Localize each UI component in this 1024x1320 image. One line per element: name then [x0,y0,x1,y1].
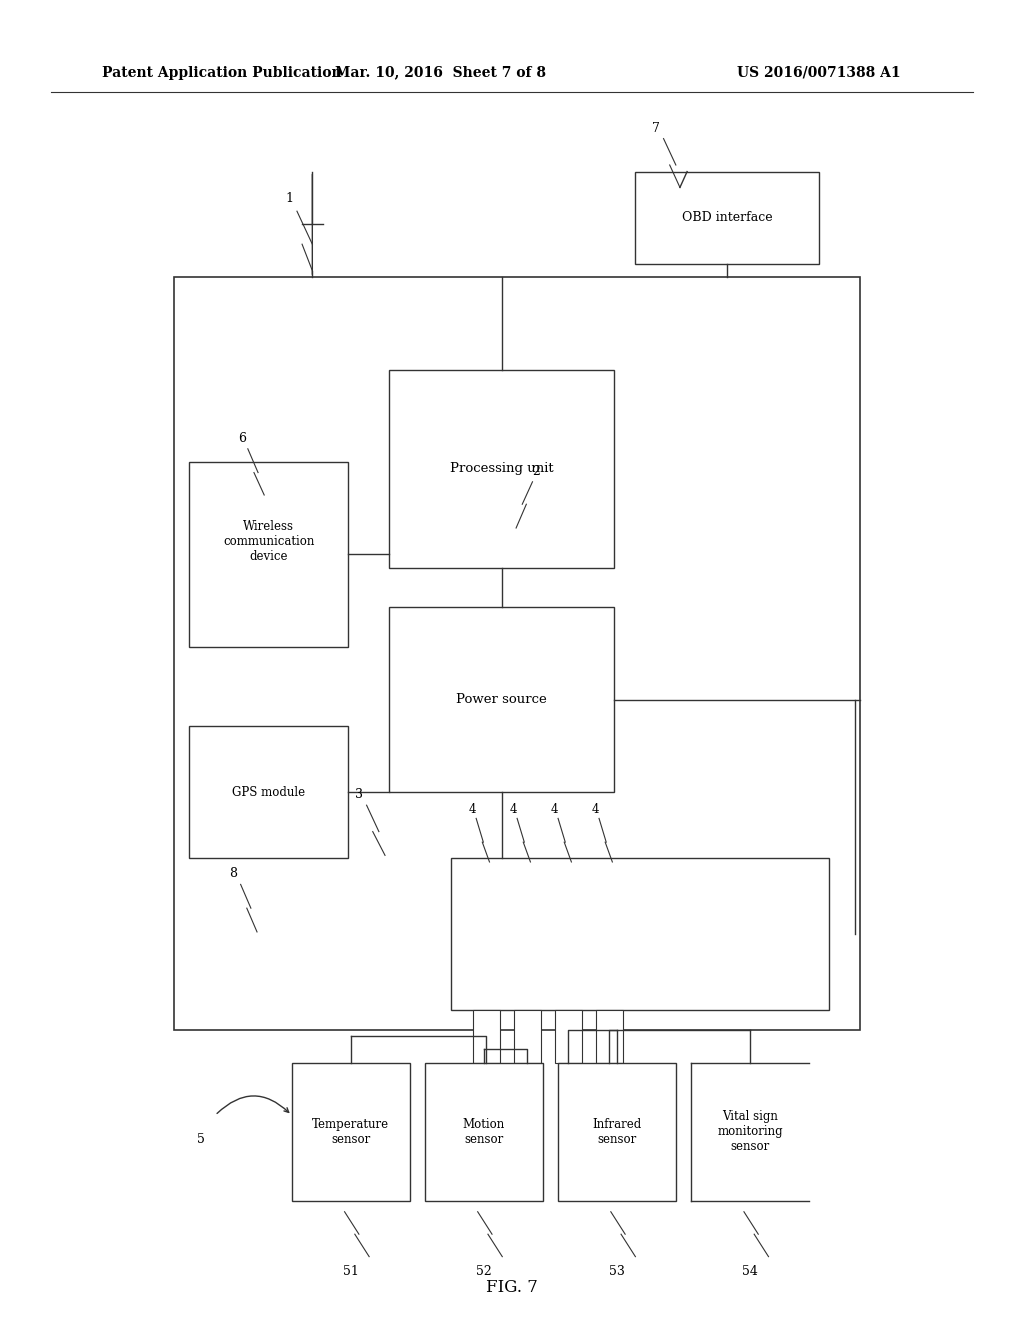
Text: 8: 8 [229,867,238,880]
Bar [292,1063,410,1201]
Bar [174,277,860,1030]
Text: 6: 6 [238,432,246,445]
Text: 5: 5 [197,1133,205,1146]
Text: 4: 4 [509,803,517,816]
Text: Temperature
sensor: Temperature sensor [312,1118,389,1146]
Bar [635,172,819,264]
Text: US 2016/0071388 A1: US 2016/0071388 A1 [737,66,901,79]
FancyArrowPatch shape [217,1096,289,1114]
Text: 51: 51 [343,1265,358,1278]
Bar [189,726,348,858]
Bar [555,1010,582,1063]
Text: 3: 3 [355,788,364,801]
Text: Wireless
communication
device: Wireless communication device [223,520,314,562]
Text: Infrared
sensor: Infrared sensor [592,1118,642,1146]
Bar [425,1063,543,1201]
Text: 1: 1 [286,191,294,205]
Text: Patent Application Publication: Patent Application Publication [102,66,342,79]
Text: 4: 4 [550,803,558,816]
Bar [596,1010,623,1063]
Text: Vital sign
monitoring
sensor: Vital sign monitoring sensor [717,1110,783,1154]
Text: 52: 52 [476,1265,492,1278]
Text: OBD interface: OBD interface [682,211,772,224]
Text: GPS module: GPS module [232,785,305,799]
Text: 53: 53 [609,1265,625,1278]
Text: Processing unit: Processing unit [450,462,554,475]
Text: Motion
sensor: Motion sensor [463,1118,505,1146]
Bar [473,1010,500,1063]
Text: 4: 4 [468,803,476,816]
Text: Power source: Power source [457,693,547,706]
Bar [189,462,348,647]
Bar [514,1010,541,1063]
Text: 7: 7 [652,121,660,135]
Bar [451,858,829,1010]
Text: 2: 2 [532,465,541,478]
Bar [389,370,614,568]
Bar [389,607,614,792]
Text: FIG. 7: FIG. 7 [486,1279,538,1295]
Text: 54: 54 [742,1265,758,1278]
Bar [558,1063,676,1201]
Text: 4: 4 [591,803,599,816]
Text: Mar. 10, 2016  Sheet 7 of 8: Mar. 10, 2016 Sheet 7 of 8 [335,66,546,79]
